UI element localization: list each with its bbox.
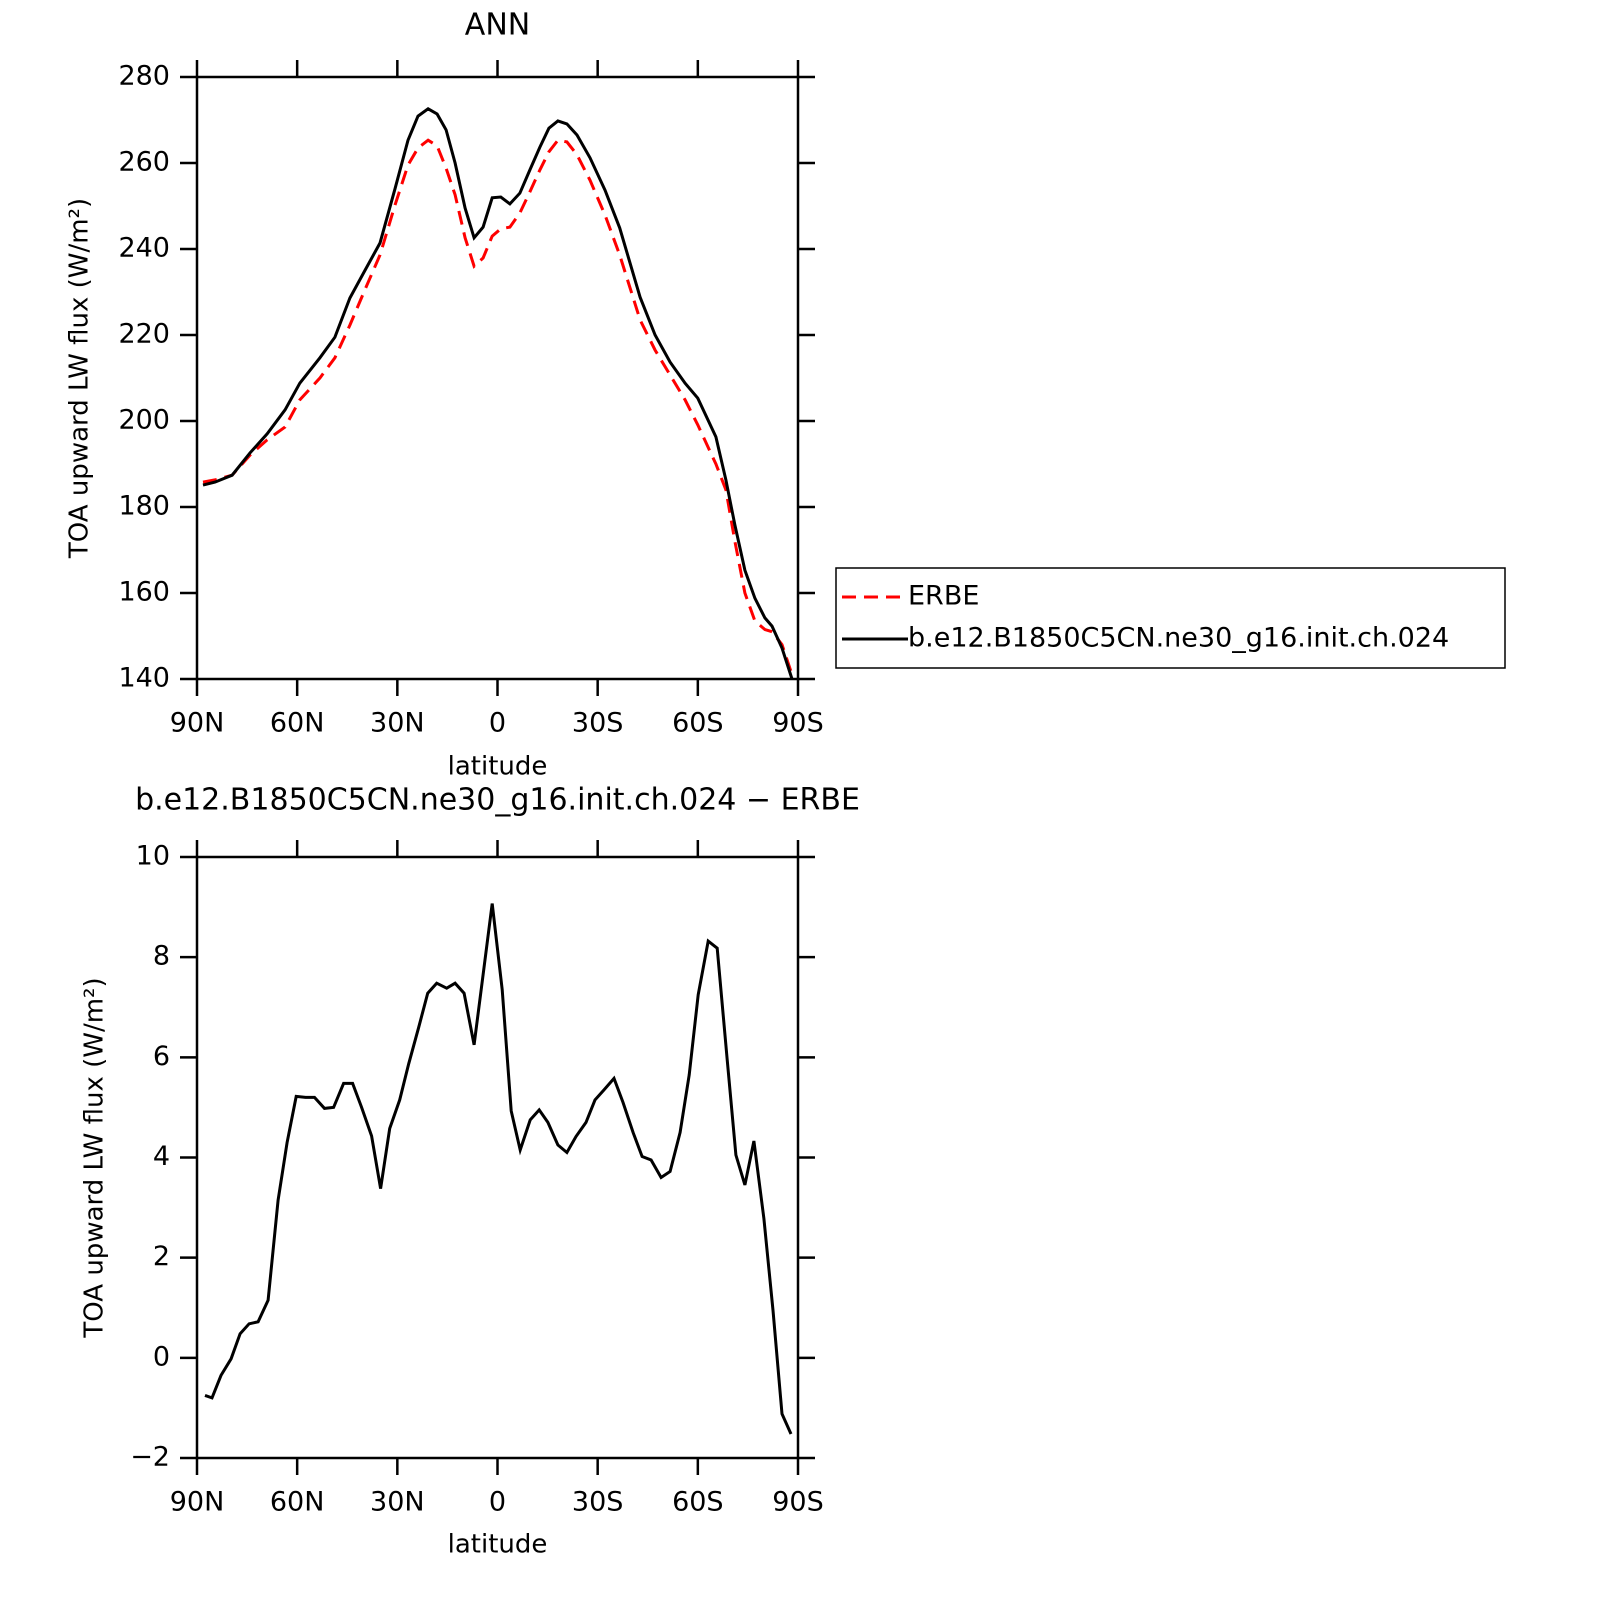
y-tick-label: 240 bbox=[118, 233, 170, 264]
y-tick-label: 8 bbox=[153, 941, 170, 972]
y-tick-label: 200 bbox=[118, 405, 170, 436]
x-tick-label: 30S bbox=[572, 708, 624, 739]
x-axis-label: latitude bbox=[448, 752, 548, 782]
x-tick-label: 90S bbox=[772, 1487, 824, 1518]
x-tick-label: 30N bbox=[370, 708, 425, 739]
x-tick-label: 60N bbox=[270, 708, 325, 739]
y-tick-label: 160 bbox=[118, 577, 170, 608]
chart-title: ANN bbox=[465, 8, 530, 43]
x-tick-label: 30S bbox=[572, 1487, 624, 1518]
y-axis-label: TOA upward LW flux (W/m²) bbox=[65, 198, 95, 559]
x-tick-label: 90S bbox=[772, 708, 824, 739]
x-tick-label: 30N bbox=[370, 1487, 425, 1518]
x-tick-label: 60S bbox=[672, 708, 724, 739]
y-tick-label: 140 bbox=[118, 663, 170, 694]
y-tick-label: 0 bbox=[153, 1341, 170, 1372]
x-axis-label: latitude bbox=[448, 1530, 548, 1560]
legend-label: ERBE bbox=[908, 581, 979, 612]
data-line bbox=[204, 903, 793, 1435]
x-tick-label: 60S bbox=[672, 1487, 724, 1518]
legend-box bbox=[835, 567, 1506, 669]
x-tick-label: 60N bbox=[270, 1487, 325, 1518]
data-line bbox=[202, 107, 794, 679]
legend-label: b.e12.B1850C5CN.ne30_g16.init.ch.024 bbox=[908, 623, 1449, 654]
y-tick-label: 10 bbox=[136, 841, 170, 872]
plot-frame bbox=[195, 855, 800, 1460]
y-tick-label: 280 bbox=[118, 61, 170, 92]
y-tick-label: −2 bbox=[130, 1442, 170, 1473]
x-tick-label: 0 bbox=[489, 708, 506, 739]
plot-frame bbox=[195, 75, 800, 681]
x-tick-label: 90N bbox=[170, 1487, 225, 1518]
x-tick-label: 0 bbox=[489, 1487, 506, 1518]
y-tick-label: 6 bbox=[153, 1041, 170, 1072]
y-tick-label: 180 bbox=[118, 491, 170, 522]
data-line bbox=[202, 138, 794, 676]
y-tick-label: 260 bbox=[118, 147, 170, 178]
y-tick-label: 220 bbox=[118, 319, 170, 350]
y-tick-label: 2 bbox=[153, 1241, 170, 1272]
y-tick-label: 4 bbox=[153, 1141, 170, 1172]
chart-title: b.e12.B1850C5CN.ne30_g16.init.ch.024 − E… bbox=[135, 783, 860, 818]
y-axis-label: TOA upward LW flux (W/m²) bbox=[80, 977, 110, 1338]
x-tick-label: 90N bbox=[170, 708, 225, 739]
